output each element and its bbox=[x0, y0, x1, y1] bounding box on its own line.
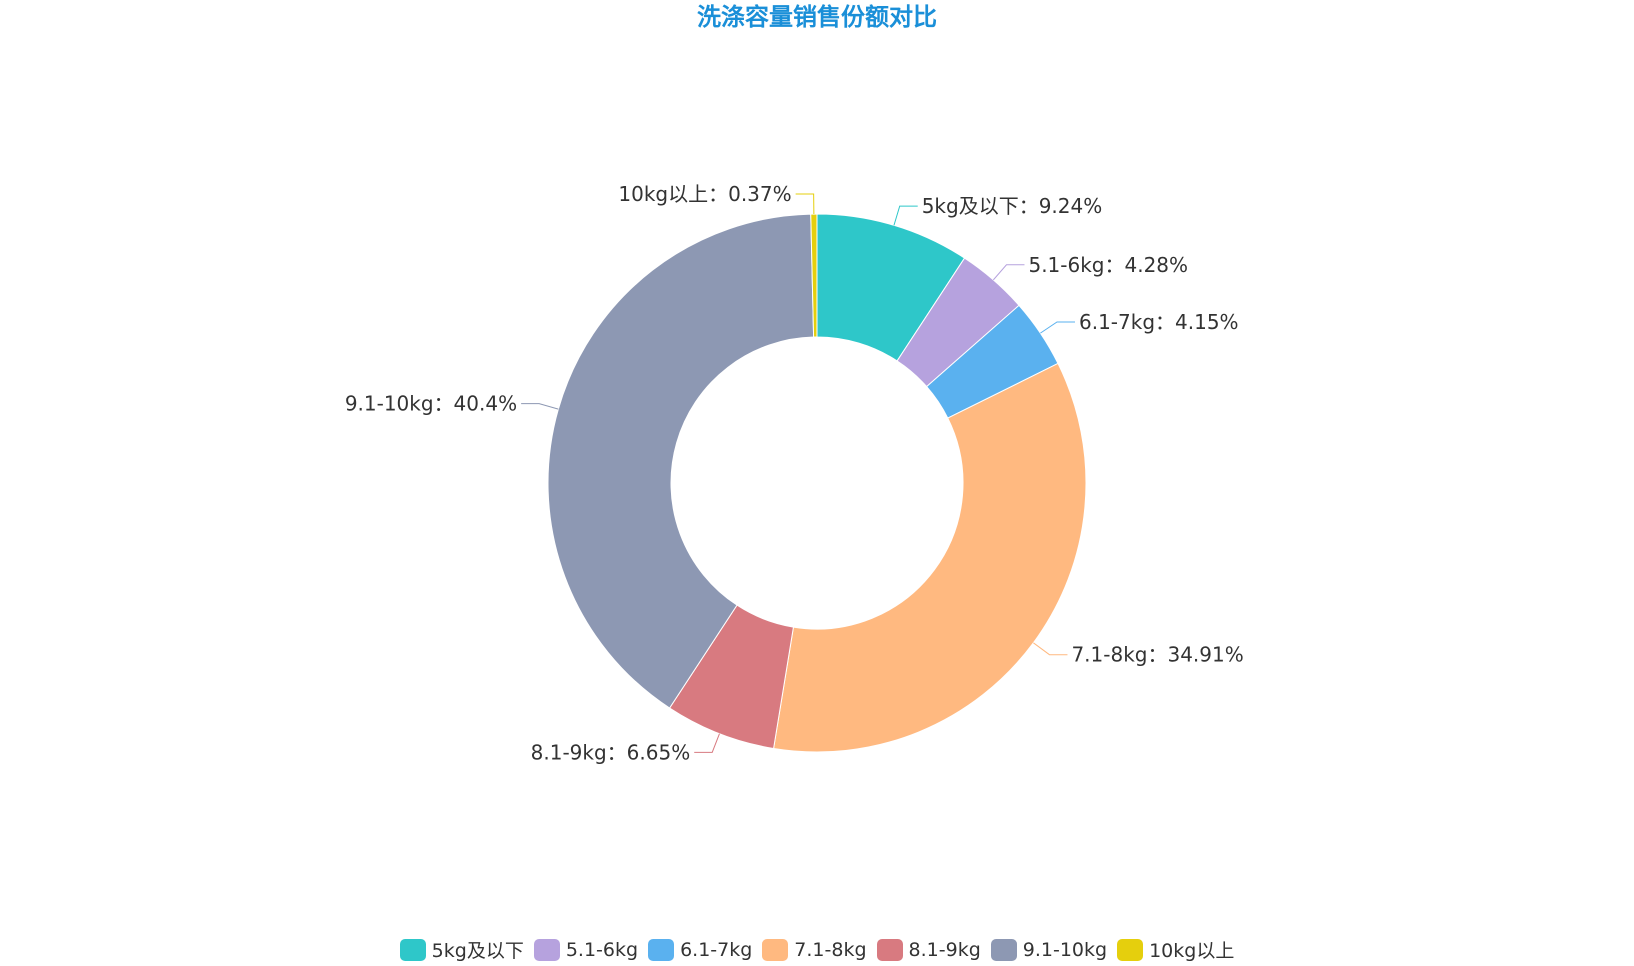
legend-label: 7.1-8kg bbox=[794, 938, 867, 961]
legend-swatch bbox=[762, 938, 789, 961]
leader-line-9-1-10kg bbox=[521, 403, 559, 410]
legend-item-6-1-7kg[interactable]: 6.1-7kg bbox=[648, 938, 753, 961]
leader-line-6-1-7kg bbox=[1040, 321, 1075, 334]
leader-line-5-1-6kg bbox=[992, 264, 1025, 281]
legend: 5kg及以下 5.1-6kg 6.1-7kg 7.1-8kg 8.1-9kg 9.1-10… bbox=[0, 936, 1634, 963]
legend-label: 9.1-10kg bbox=[1022, 938, 1108, 961]
legend-swatch bbox=[648, 938, 675, 961]
leader-lines-group bbox=[521, 193, 1075, 753]
slice-label-5-1-6kg: 5.1-6kg：4.28% bbox=[1028, 253, 1188, 277]
legend-item-5kg-and-below[interactable]: 5kg及以下 bbox=[399, 936, 524, 963]
slice-label-10kg-above: 10kg以上：0.37% bbox=[618, 182, 791, 206]
legend-swatch bbox=[876, 938, 903, 961]
leader-line-5kg-and-below bbox=[893, 205, 918, 226]
legend-swatch bbox=[990, 938, 1017, 961]
legend-label: 5.1-6kg bbox=[565, 938, 639, 961]
legend-item-5-1-6kg[interactable]: 5.1-6kg bbox=[533, 938, 639, 961]
legend-item-9-1-10kg[interactable]: 9.1-10kg bbox=[990, 938, 1108, 961]
slice-label-6-1-7kg: 6.1-7kg：4.15% bbox=[1079, 310, 1239, 334]
legend-swatch bbox=[1117, 938, 1144, 961]
slice-label-8-1-9kg: 8.1-9kg：6.65% bbox=[531, 740, 691, 764]
legend-swatch bbox=[399, 938, 426, 961]
legend-swatch bbox=[533, 938, 560, 961]
chart-title: 洗涤容量销售份额对比 bbox=[697, 3, 937, 31]
slice-label-7-1-8kg: 7.1-8kg：34.91% bbox=[1071, 643, 1243, 667]
leader-line-8-1-9kg bbox=[694, 733, 720, 753]
legend-item-8-1-9kg[interactable]: 8.1-9kg bbox=[876, 938, 981, 961]
slices-group bbox=[547, 213, 1087, 753]
legend-label: 6.1-7kg bbox=[680, 938, 753, 961]
slice-label-5kg-and-below: 5kg及以下：9.24% bbox=[922, 194, 1103, 218]
slice-label-9-1-10kg: 9.1-10kg：40.4% bbox=[345, 392, 517, 416]
legend-label: 8.1-9kg bbox=[908, 938, 981, 961]
legend-item-10kg-above[interactable]: 10kg以上 bbox=[1117, 936, 1234, 963]
legend-label: 5kg及以下 bbox=[431, 940, 524, 962]
slice-10kg-above[interactable] bbox=[810, 213, 818, 338]
slice-7-1-8kg[interactable] bbox=[773, 362, 1087, 753]
legend-label: 10kg以上 bbox=[1149, 940, 1235, 962]
labels-group: 5kg及以下：9.24% 5.1-6kg：4.28% 6.1-7kg：4.15% 7.… bbox=[345, 182, 1244, 764]
legend-item-7-1-8kg[interactable]: 7.1-8kg bbox=[762, 938, 867, 961]
slice-9-1-10kg[interactable] bbox=[547, 213, 815, 709]
leader-line-10kg-above bbox=[795, 193, 815, 215]
leader-line-7-1-8kg bbox=[1033, 642, 1068, 656]
